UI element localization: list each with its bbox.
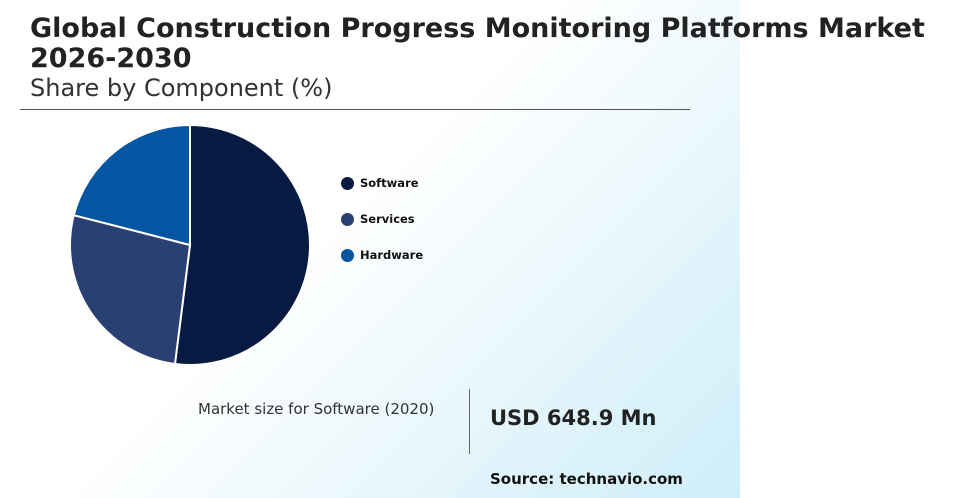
legend-label: Software [360,176,419,190]
chart-legend: Software Services Hardware [341,174,423,282]
pie-slice-hardware [72,123,191,247]
legend-marker [341,212,354,226]
market-size-divider [469,389,470,454]
pie-chart [69,123,311,366]
source-note: Source: technavio.com [490,470,683,488]
legend-item-services: Services [341,210,423,228]
legend-marker [341,248,354,262]
legend-item-hardware: Hardware [341,246,423,264]
market-size-label: Market size for Software (2020) [198,400,435,418]
pie-slice-software [173,123,311,366]
legend-label: Services [360,212,415,226]
legend-marker [341,176,354,190]
header-divider [20,109,690,110]
legend-label: Hardware [360,248,424,262]
market-size-value: USD 648.9 Mn [490,406,657,430]
pie-slice-services [69,213,192,366]
chart-subtitle: Share by Component (%) [30,74,333,102]
chart-title: Global Construction Progress Monitoring … [30,13,925,74]
legend-item-software: Software [341,174,423,192]
